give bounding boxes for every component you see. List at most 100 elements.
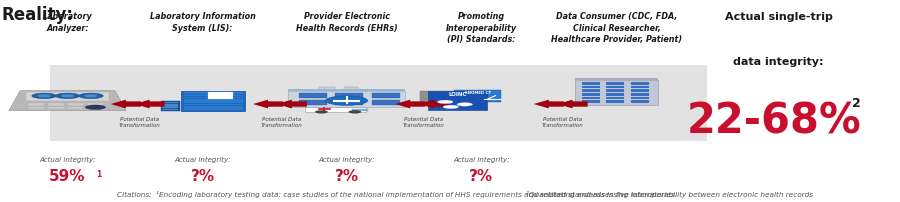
Circle shape — [38, 94, 50, 97]
Polygon shape — [134, 100, 165, 108]
FancyBboxPatch shape — [454, 90, 501, 102]
FancyBboxPatch shape — [336, 93, 364, 98]
Polygon shape — [395, 100, 426, 108]
FancyBboxPatch shape — [319, 87, 336, 90]
Text: ReNorm: ReNorm — [431, 95, 447, 99]
Text: Laboratory
Analyzer:: Laboratory Analyzer: — [42, 12, 93, 33]
FancyBboxPatch shape — [48, 103, 64, 106]
Text: Actual single-trip: Actual single-trip — [724, 12, 832, 22]
FancyBboxPatch shape — [631, 89, 649, 92]
Text: Potential Data
Transformation: Potential Data Transformation — [403, 117, 445, 128]
FancyBboxPatch shape — [582, 100, 599, 103]
Text: Actual integrity:: Actual integrity: — [319, 157, 374, 163]
FancyBboxPatch shape — [162, 108, 178, 110]
Text: Citations:  ¹Encoding laboratory testing data: case studies of the national impl: Citations: ¹Encoding laboratory testing … — [117, 191, 677, 198]
FancyBboxPatch shape — [288, 90, 405, 107]
Text: Data Consumer (CDC, FDA,
Clinical Researcher,
Healthcare Provider, Patient): Data Consumer (CDC, FDA, Clinical Resear… — [551, 12, 682, 44]
FancyBboxPatch shape — [582, 97, 599, 99]
FancyBboxPatch shape — [607, 82, 625, 85]
FancyBboxPatch shape — [352, 108, 368, 111]
Polygon shape — [557, 100, 588, 108]
Text: Actual integrity:: Actual integrity: — [454, 157, 509, 163]
FancyBboxPatch shape — [582, 82, 599, 85]
FancyBboxPatch shape — [184, 108, 243, 110]
Circle shape — [443, 105, 459, 109]
FancyBboxPatch shape — [161, 101, 180, 111]
FancyBboxPatch shape — [184, 104, 243, 105]
FancyBboxPatch shape — [607, 89, 625, 92]
FancyBboxPatch shape — [582, 86, 599, 88]
Text: Actual integrity:: Actual integrity: — [175, 157, 230, 163]
Text: 22-68%: 22-68% — [687, 101, 861, 143]
FancyBboxPatch shape — [288, 89, 405, 91]
FancyBboxPatch shape — [208, 93, 233, 99]
FancyBboxPatch shape — [184, 99, 243, 101]
FancyBboxPatch shape — [87, 107, 103, 109]
Polygon shape — [9, 90, 126, 111]
FancyBboxPatch shape — [631, 97, 649, 99]
FancyBboxPatch shape — [29, 103, 44, 106]
FancyBboxPatch shape — [575, 78, 659, 80]
FancyBboxPatch shape — [184, 97, 243, 99]
Text: SNOMED CT: SNOMED CT — [464, 91, 491, 95]
Circle shape — [61, 94, 74, 97]
FancyBboxPatch shape — [607, 86, 625, 88]
Text: 2: 2 — [852, 97, 861, 110]
Text: data integrity:: data integrity: — [734, 57, 824, 67]
FancyBboxPatch shape — [299, 93, 327, 98]
FancyBboxPatch shape — [162, 104, 178, 105]
FancyBboxPatch shape — [344, 87, 357, 90]
Text: ?%: ?% — [191, 169, 214, 184]
FancyBboxPatch shape — [162, 102, 178, 103]
Text: ?%: ?% — [470, 169, 493, 184]
FancyBboxPatch shape — [48, 107, 64, 109]
FancyBboxPatch shape — [184, 101, 243, 103]
FancyBboxPatch shape — [372, 100, 400, 105]
FancyBboxPatch shape — [631, 86, 649, 88]
Circle shape — [85, 94, 97, 97]
FancyBboxPatch shape — [428, 92, 487, 110]
FancyBboxPatch shape — [336, 100, 364, 105]
FancyBboxPatch shape — [631, 93, 649, 96]
FancyBboxPatch shape — [631, 82, 649, 85]
Text: Potential Data
Transformation: Potential Data Transformation — [261, 117, 302, 128]
Polygon shape — [253, 100, 284, 108]
FancyBboxPatch shape — [299, 100, 327, 105]
FancyBboxPatch shape — [420, 90, 458, 104]
FancyBboxPatch shape — [607, 93, 625, 96]
FancyBboxPatch shape — [304, 107, 366, 112]
FancyBboxPatch shape — [87, 103, 103, 106]
Circle shape — [348, 110, 361, 113]
FancyBboxPatch shape — [582, 93, 599, 96]
FancyBboxPatch shape — [607, 100, 625, 103]
Circle shape — [78, 93, 104, 99]
Text: Potential Data
Transformation: Potential Data Transformation — [119, 117, 160, 128]
FancyBboxPatch shape — [575, 80, 659, 105]
Circle shape — [457, 103, 472, 106]
Circle shape — [325, 96, 368, 105]
Polygon shape — [276, 100, 307, 108]
Polygon shape — [534, 100, 564, 108]
Circle shape — [55, 93, 80, 99]
FancyBboxPatch shape — [68, 103, 83, 106]
FancyBboxPatch shape — [68, 107, 83, 109]
FancyBboxPatch shape — [372, 93, 400, 98]
Circle shape — [315, 110, 328, 113]
FancyBboxPatch shape — [162, 106, 178, 108]
Text: Laboratory Information
System (LIS):: Laboratory Information System (LIS): — [149, 12, 256, 33]
Circle shape — [437, 100, 453, 104]
Circle shape — [32, 93, 57, 99]
Text: ?%: ?% — [335, 169, 358, 184]
FancyBboxPatch shape — [181, 90, 246, 111]
FancyBboxPatch shape — [50, 65, 706, 141]
FancyBboxPatch shape — [184, 106, 243, 107]
Text: ²Quantitating and assessing interoperability between electronic health records: ²Quantitating and assessing interoperabi… — [526, 191, 814, 198]
FancyBboxPatch shape — [184, 92, 243, 94]
Text: Promoting
Interoperability
(PI) Standards:: Promoting Interoperability (PI) Standard… — [446, 12, 518, 44]
Text: Potential Data
Transformation: Potential Data Transformation — [542, 117, 583, 128]
Text: Provider Electronic
Health Records (EHRs): Provider Electronic Health Records (EHRs… — [296, 12, 397, 33]
Text: Reality:: Reality: — [2, 6, 74, 24]
Polygon shape — [418, 100, 449, 108]
FancyBboxPatch shape — [184, 95, 243, 96]
Text: LOINC: LOINC — [449, 92, 467, 97]
